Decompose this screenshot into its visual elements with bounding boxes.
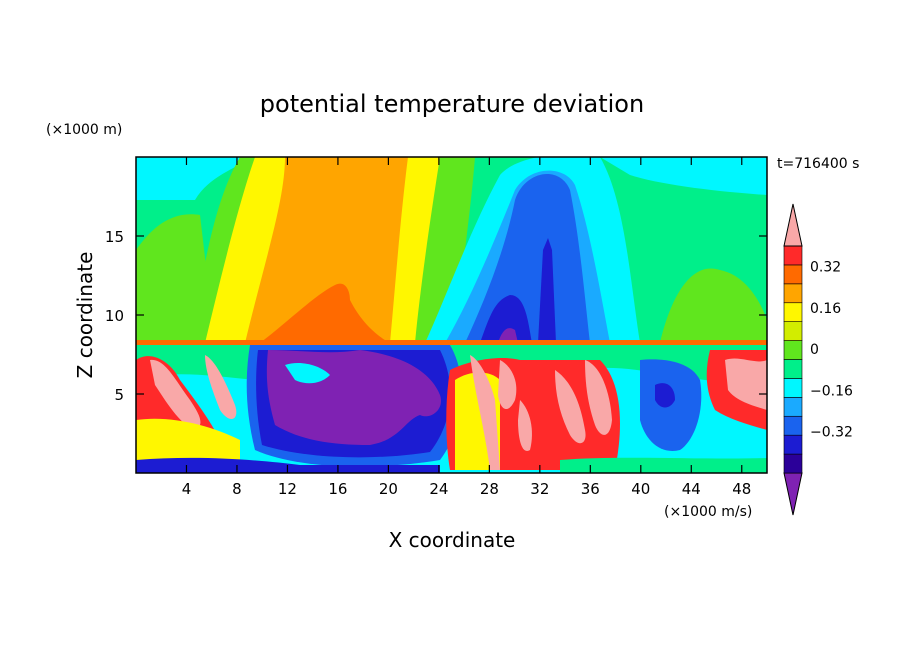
x-tick-label: 24 — [429, 480, 448, 498]
colorbar-box — [783, 264, 803, 285]
y-tick-label: 5 — [114, 386, 124, 404]
colorbar-max-triangle — [783, 203, 803, 247]
pink-streak-5 — [518, 400, 532, 451]
x-tick-label: 32 — [530, 480, 549, 498]
x-tick-label: 36 — [581, 480, 600, 498]
colorbar-tick-label: −0.16 — [810, 383, 853, 399]
colorbar-box — [783, 340, 803, 360]
colorbar: 0.32 0.16 0 −0.16 −0.32 — [783, 203, 853, 516]
x-axis: 4 8 12 16 20 24 28 32 36 40 44 48 — [182, 157, 751, 498]
pink-streak-1 — [470, 355, 500, 470]
x-tick-label: 44 — [682, 480, 701, 498]
right-pink-edge — [725, 358, 767, 410]
colorbar-box — [783, 453, 803, 474]
x-tick-label: 28 — [480, 480, 499, 498]
orange-dark-core — [260, 283, 390, 343]
contour-field — [136, 157, 767, 473]
green-right — [660, 268, 767, 343]
colorbar-box — [783, 321, 803, 341]
y-axis: 5 10 15 — [105, 228, 767, 404]
colorbar-box — [783, 378, 803, 398]
x-axis-title: X coordinate — [389, 528, 516, 552]
y-tick-label: 15 — [105, 228, 124, 246]
x-unit-label: (×1000 m/s) — [664, 504, 752, 520]
lower-left-pink — [150, 359, 201, 430]
colorbar-box — [783, 302, 803, 322]
lower-left-pink2 — [205, 355, 237, 420]
cold-pool-cyan-swirl — [285, 363, 330, 384]
x-tick-label: 16 — [328, 480, 347, 498]
colorbar-box — [783, 245, 803, 266]
interface-band — [136, 340, 767, 345]
pink-streak-4 — [585, 360, 612, 435]
colorbar-tick-label: 0.16 — [810, 301, 841, 317]
x-tick-label: 4 — [182, 480, 192, 498]
y-tick-label: 10 — [105, 307, 124, 325]
colorbar-min-triangle — [783, 472, 803, 516]
x-tick-label: 48 — [732, 480, 751, 498]
x-tick-label: 12 — [278, 480, 297, 498]
top-cyan-right — [600, 157, 767, 195]
colorbar-tick-label: 0.32 — [810, 260, 841, 276]
colorbar-tick-label: 0 — [810, 342, 819, 358]
green-left — [136, 214, 215, 343]
darkblue-core — [480, 295, 532, 343]
top-cyan-left — [136, 157, 250, 200]
x-tick-label: 40 — [631, 480, 650, 498]
y-axis-title: Z coordinate — [73, 252, 97, 379]
pink-streak-2 — [498, 360, 517, 410]
x-tick-label: 20 — [379, 480, 398, 498]
bottom-cyan-band — [560, 457, 767, 473]
blue-plume — [465, 173, 590, 343]
colorbar-box — [783, 415, 803, 436]
darkblue-spike — [538, 238, 556, 343]
colorbar-box — [783, 434, 803, 455]
pink-streak-3 — [555, 370, 586, 444]
lower-left-yellow — [136, 418, 240, 460]
orange-column — [245, 157, 408, 343]
chart-title: potential temperature deviation — [260, 90, 644, 118]
time-label: t=716400 s — [777, 156, 859, 172]
x-tick-label: 8 — [232, 480, 242, 498]
y-unit-label: (×1000 m) — [46, 122, 122, 138]
colorbar-box — [783, 359, 803, 379]
purple-core — [498, 328, 518, 343]
colorbar-box — [783, 283, 803, 304]
colorbar-tick-label: −0.32 — [810, 425, 853, 441]
right-darkblue-spot — [655, 383, 675, 408]
colorbar-box — [783, 397, 803, 417]
